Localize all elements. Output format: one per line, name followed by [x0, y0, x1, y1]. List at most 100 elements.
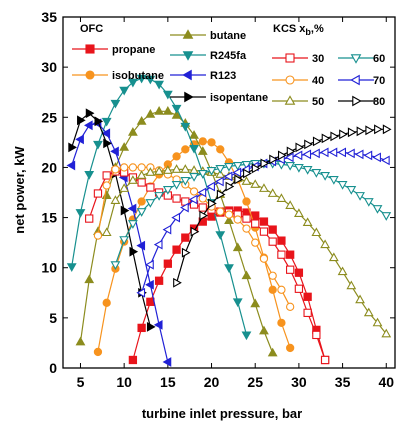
legend-item-butane: butane	[170, 29, 246, 42]
point-kcs-80	[199, 210, 209, 221]
x-tick-label: 25	[247, 374, 263, 390]
y-tick-label: 10	[41, 260, 57, 276]
x-tick-label: 35	[335, 374, 351, 390]
point-ofc-r245fa	[119, 86, 130, 96]
point-ofc-r245fa	[127, 78, 138, 88]
point-ofc-isobutane	[277, 318, 286, 328]
point-kcs-60	[180, 177, 191, 186]
point-ofc-propane	[294, 268, 304, 277]
point-kcs-50	[381, 328, 392, 338]
point-ofc-r245fa	[241, 331, 252, 341]
point-kcs-80	[312, 136, 322, 147]
point-ofc-r245fa	[66, 263, 77, 272]
point-ofc-r123	[66, 160, 76, 171]
y-tick-label: 0	[49, 360, 57, 376]
point-kcs-80	[339, 129, 348, 140]
point-kcs-70	[346, 148, 355, 159]
point-kcs-80	[382, 124, 392, 135]
legend-marker	[285, 53, 295, 63]
point-kcs-70	[337, 147, 347, 158]
point-ofc-r123	[83, 120, 93, 131]
legend-item-kcs-30: 30	[272, 53, 324, 65]
point-kcs-50	[311, 227, 322, 237]
point-ofc-butane	[154, 106, 165, 115]
point-kcs-70	[354, 149, 364, 160]
point-kcs-70	[188, 194, 198, 205]
series-line-kcs-50	[106, 168, 387, 335]
x-tick-label: 10	[116, 374, 132, 390]
point-kcs-40	[251, 238, 260, 247]
point-kcs-70	[372, 152, 381, 163]
point-kcs-50	[215, 169, 226, 178]
point-ofc-propane	[128, 355, 138, 365]
point-kcs-70	[223, 171, 233, 182]
point-kcs-60	[328, 176, 339, 185]
legend-label: 60	[373, 53, 385, 65]
point-ofc-propane	[259, 217, 269, 226]
point-kcs-80	[251, 163, 261, 174]
point-kcs-40	[259, 254, 269, 263]
point-kcs-60	[206, 167, 217, 176]
point-kcs-70	[206, 181, 215, 192]
point-kcs-70	[284, 152, 294, 163]
point-kcs-50	[180, 164, 191, 173]
point-kcs-60	[232, 161, 243, 171]
point-ofc-r123	[162, 357, 172, 367]
point-kcs-80	[277, 150, 287, 161]
legend-marker	[182, 51, 194, 61]
point-kcs-30	[294, 284, 304, 293]
x-tick-label: 15	[160, 374, 176, 390]
point-ofc-r245fa	[171, 104, 182, 114]
point-kcs-80	[225, 181, 235, 192]
point-kcs-60	[320, 172, 331, 181]
axes: 5 10 15 20 25 30 35 40 0 5 10 15 20 25 30 35	[41, 9, 395, 390]
legend-marker	[85, 70, 95, 80]
y-tick-label: 30	[41, 59, 57, 75]
point-kcs-80	[216, 189, 226, 200]
point-kcs-50	[346, 280, 357, 290]
point-ofc-r245fa	[145, 75, 156, 85]
series-line-ofc-r245fa	[71, 77, 248, 336]
point-kcs-40	[268, 271, 277, 280]
point-kcs-60	[110, 261, 121, 270]
point-kcs-80	[295, 142, 305, 153]
point-kcs-50	[259, 183, 269, 192]
point-ofc-r123	[101, 128, 111, 139]
point-kcs-70	[145, 259, 154, 270]
point-kcs-60	[127, 220, 138, 229]
series-layer	[66, 74, 392, 367]
y-tick-label: 15	[41, 210, 57, 226]
point-ofc-propane	[181, 233, 190, 242]
point-kcs-30	[93, 189, 103, 198]
point-ofc-propane	[251, 211, 260, 220]
point-kcs-50	[363, 307, 374, 317]
point-kcs-50	[110, 195, 121, 204]
legend-item-kcs-60: 60	[338, 53, 385, 65]
point-ofc-isobutane	[181, 145, 190, 154]
y-tick-label: 20	[41, 159, 57, 175]
series-ofc-r245fa	[66, 74, 252, 341]
point-kcs-70	[319, 147, 329, 158]
point-ofc-isobutane	[207, 138, 216, 147]
point-kcs-50	[267, 188, 278, 197]
point-ofc-propane	[303, 292, 312, 301]
point-ofc-butane	[241, 270, 252, 280]
y-tick-label: 25	[41, 109, 57, 125]
point-kcs-80	[190, 226, 200, 237]
point-kcs-70	[171, 212, 181, 223]
point-ofc-butane	[189, 130, 199, 139]
legend-item-kcs-50: 50	[272, 95, 324, 108]
point-ofc-isopentane	[94, 116, 104, 127]
point-ofc-propane	[137, 323, 146, 333]
plot-border	[62, 16, 396, 369]
point-kcs-50	[337, 266, 348, 276]
x-tick-label: 40	[378, 374, 394, 390]
point-kcs-60	[136, 208, 147, 217]
point-ofc-r123	[153, 319, 163, 330]
point-kcs-50	[293, 208, 304, 217]
point-ofc-propane	[146, 297, 155, 306]
point-kcs-70	[381, 155, 390, 166]
point-kcs-60	[372, 205, 383, 214]
point-ofc-butane	[136, 116, 147, 125]
point-kcs-60	[285, 161, 296, 171]
